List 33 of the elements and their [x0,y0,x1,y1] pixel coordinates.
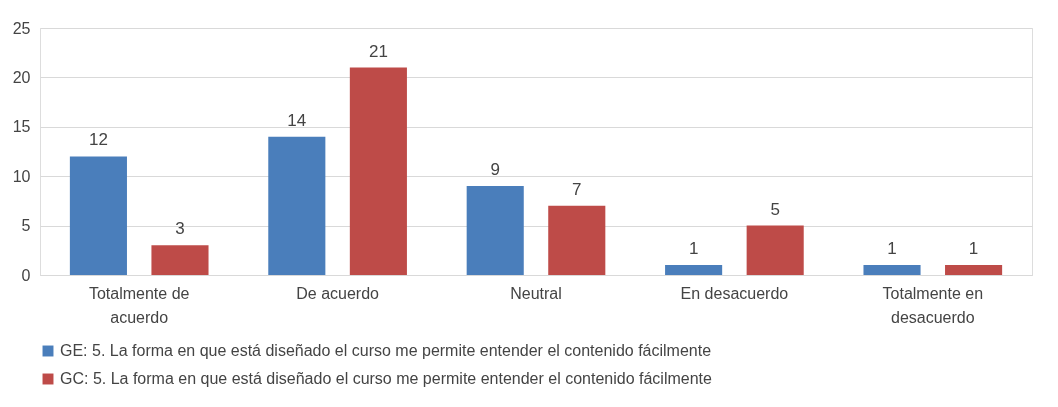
data-label: 1 [968,239,979,259]
data-label: 9 [490,160,500,180]
data-label: 14 [287,110,307,130]
x-tick-label: Neutral [510,284,562,302]
bar [69,156,127,275]
bar [349,67,407,275]
bar [548,205,606,275]
data-label: 5 [770,199,780,219]
bar [945,265,1003,275]
bar [268,136,326,275]
bar [151,245,209,275]
data-label: 21 [368,41,388,61]
y-tick-label: 0 [21,266,31,284]
bar [863,265,921,275]
y-tick-label: 20 [12,68,31,86]
y-tick-label: 5 [21,217,31,235]
legend-label: GC: 5. La forma en que está diseñado el curso me permite entender el contenido fácilmente [60,370,713,387]
x-tick-label: Totalmente en desacuerdo [882,284,984,326]
data-label: 7 [572,179,582,199]
x-tick-label: De acuerdo [296,284,380,302]
x-tick-label: En desacuerdo [680,284,789,302]
bar [746,225,804,275]
legend-label: GE: 5. La forma en que está diseñado el curso me permite entender el contenido fácilmente [60,342,712,359]
x-tick-label: Totalmente de acuerdo [88,284,190,326]
bar [466,186,524,275]
bar [665,265,723,275]
data-label: 12 [88,130,108,150]
y-tick-label: 10 [12,167,31,185]
data-label: 1 [887,239,897,259]
data-label: 1 [688,239,699,259]
data-label: 3 [175,219,185,239]
y-tick-label: 15 [12,118,31,136]
y-tick-label: 25 [12,19,31,37]
